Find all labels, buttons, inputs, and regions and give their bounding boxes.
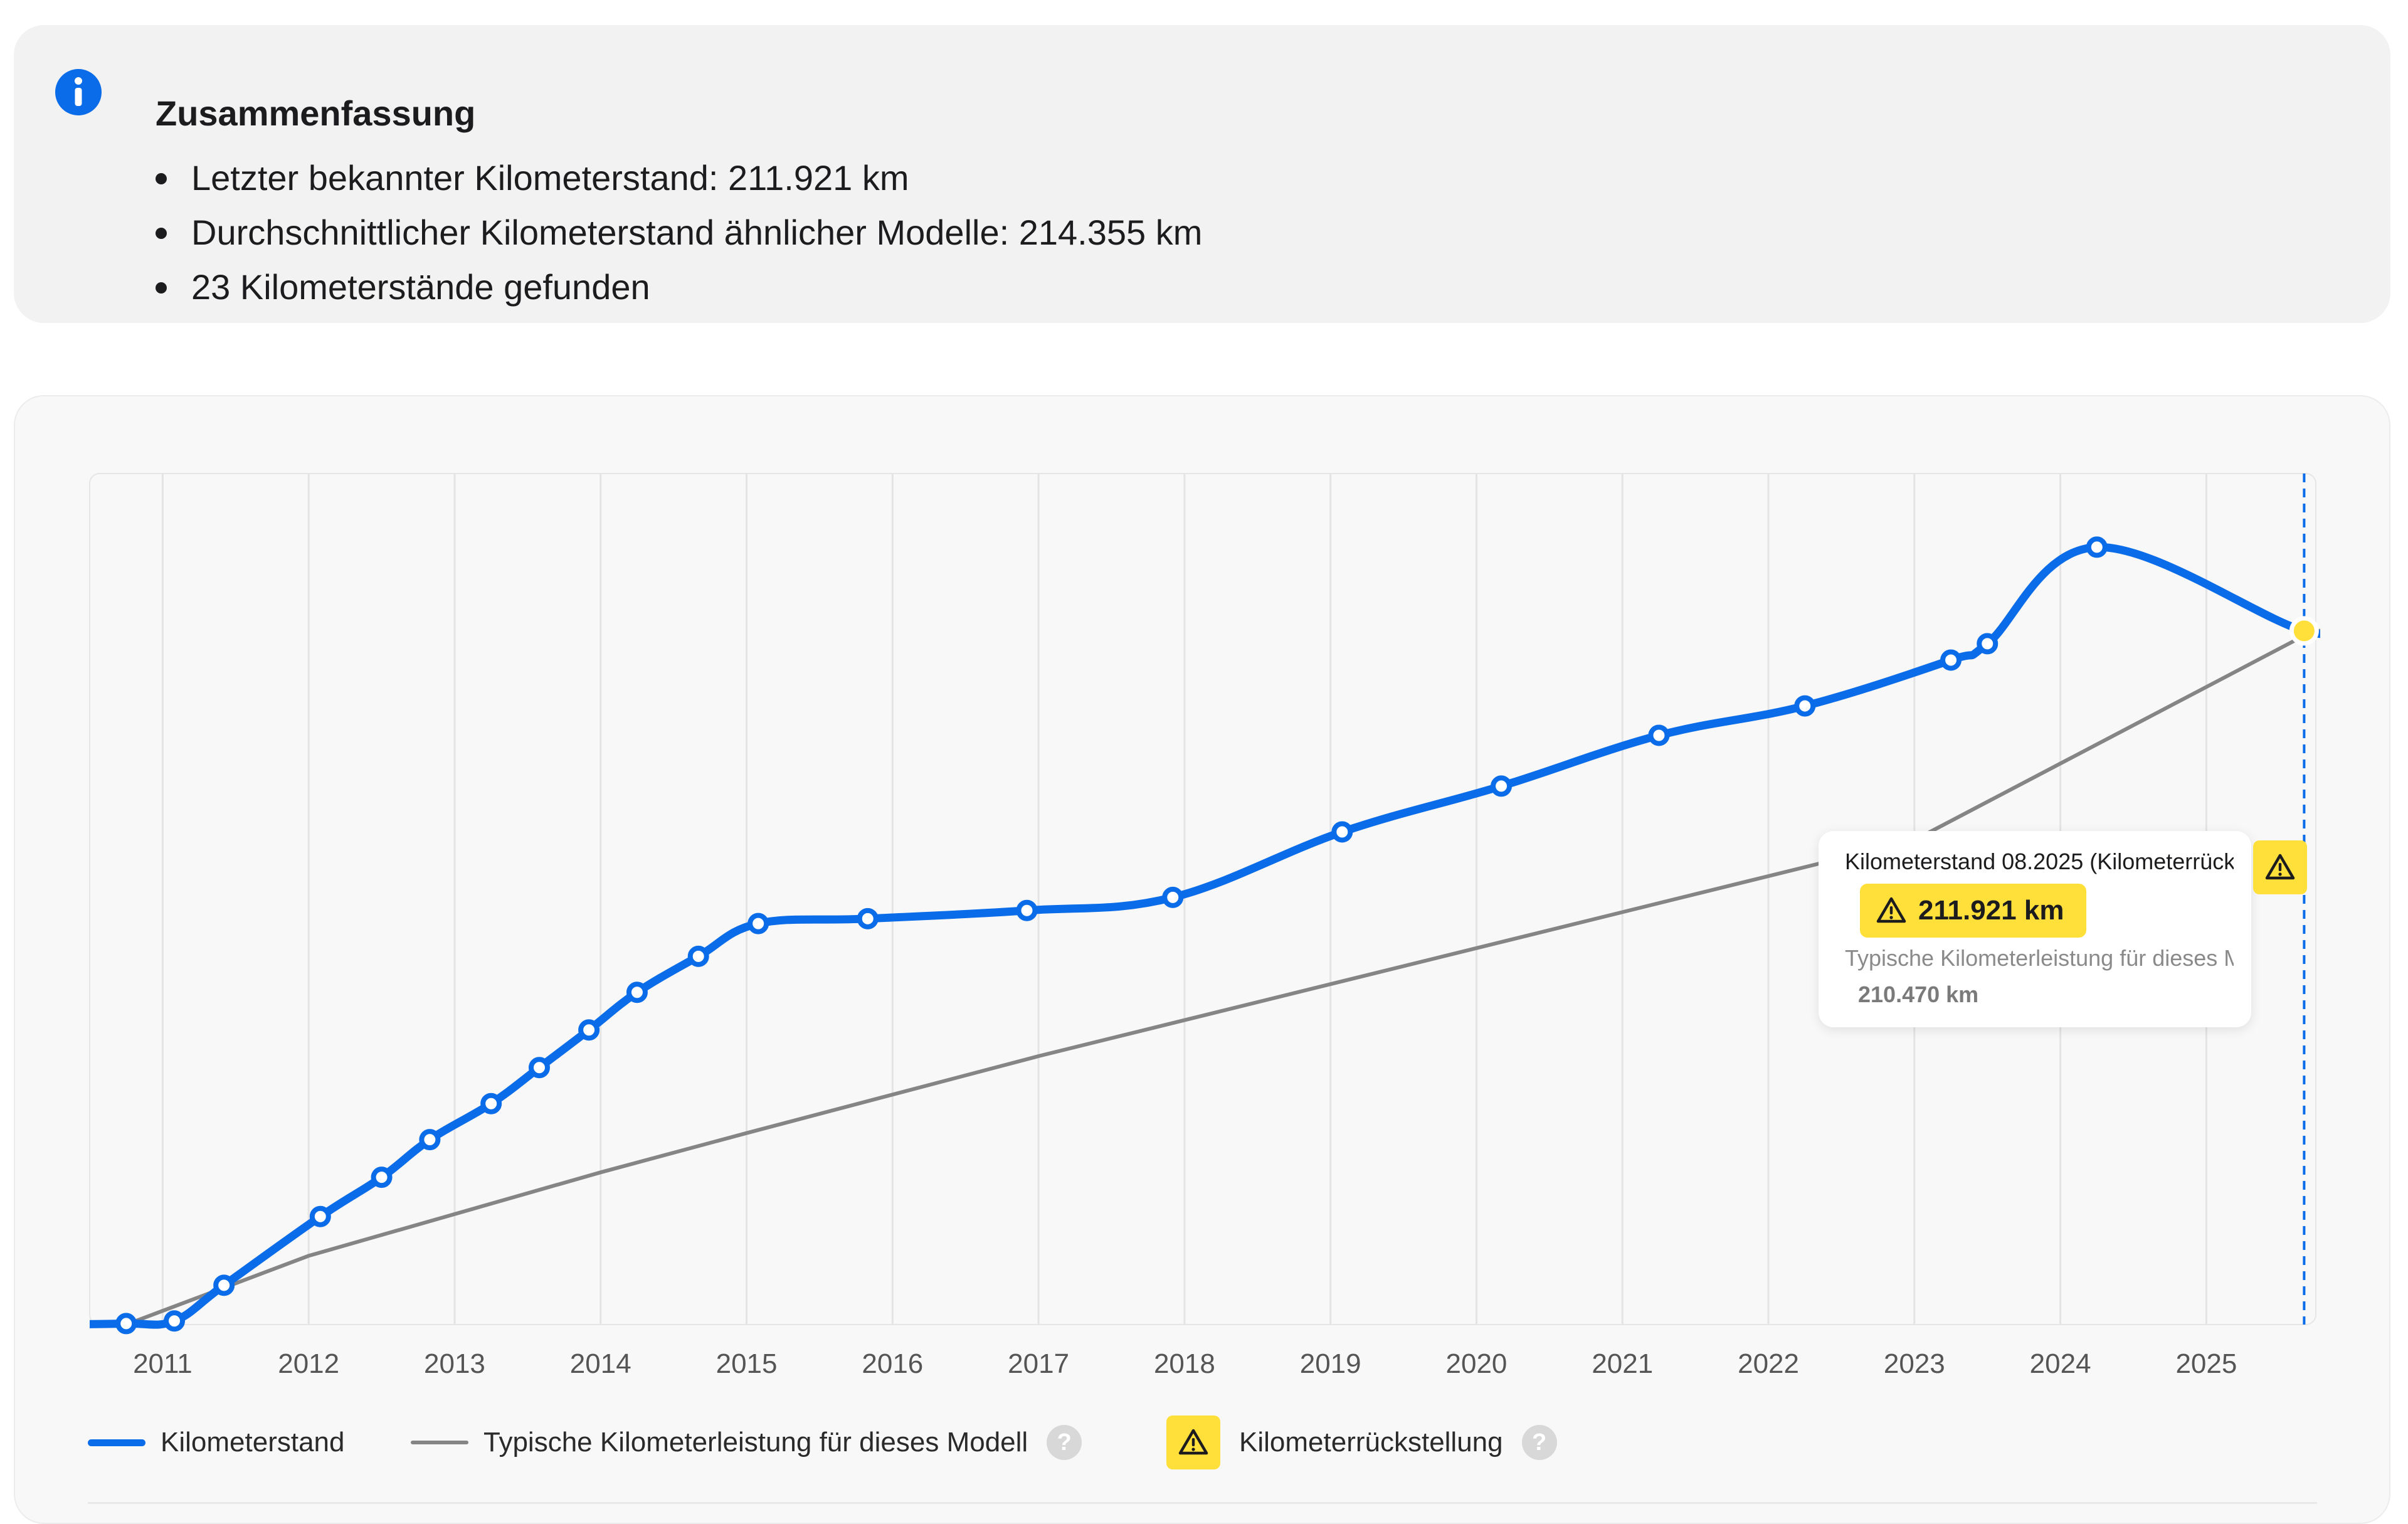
x-tick-label-2018: 2018 — [1154, 1348, 1215, 1379]
data-point — [687, 945, 709, 967]
data-point — [1648, 724, 1670, 746]
data-point — [1491, 775, 1513, 797]
legend-label-rollback: Kilometerrückstellung — [1239, 1427, 1503, 1458]
x-tick-label-2015: 2015 — [716, 1348, 778, 1379]
rollback-flag[interactable] — [2253, 840, 2307, 894]
data-point — [1794, 695, 1816, 717]
info-icon — [55, 69, 102, 115]
data-point — [1016, 899, 1038, 921]
x-tick-label-2024: 2024 — [2030, 1348, 2091, 1379]
x-tick-label-2013: 2013 — [424, 1348, 485, 1379]
data-point — [626, 982, 648, 1003]
chart-tooltip: Kilometerstand 08.2025 (Kilometerrückste… — [1819, 831, 2251, 1027]
help-icon[interactable]: ? — [1047, 1425, 1082, 1460]
x-tick-label-2014: 2014 — [570, 1348, 631, 1379]
data-point — [747, 913, 769, 934]
data-point — [1162, 886, 1184, 908]
tooltip-typical-value: 210.470 km — [1858, 982, 1979, 1007]
summary-item-record-count: 23 Kilometerstände gefunden — [156, 260, 1202, 314]
legend-label-mileage: Kilometerstand — [161, 1427, 345, 1458]
legend-swatch-typical — [411, 1441, 468, 1444]
legend-item-rollback[interactable]: Kilometerrückstellung ? — [1166, 1408, 1557, 1477]
data-point — [2086, 536, 2108, 558]
x-tick-label-2022: 2022 — [1738, 1348, 1799, 1379]
tooltip-title: Kilometerstand 08.2025 (Kilometerrückste… — [1845, 849, 2234, 874]
data-point — [213, 1274, 235, 1296]
warning-icon — [1178, 1429, 1208, 1455]
series-line-mileage — [90, 542, 2320, 1329]
data-point — [1331, 821, 1353, 843]
data-point — [115, 1313, 137, 1335]
x-tick-label-2012: 2012 — [278, 1348, 339, 1379]
data-point-rollback — [2289, 616, 2319, 646]
summary-item-last-mileage: Letzter bekannter Kilometerstand: 211.92… — [156, 151, 1202, 205]
x-tick-label-2017: 2017 — [1008, 1348, 1069, 1379]
series-line-typical — [124, 628, 2320, 1326]
data-point — [480, 1093, 502, 1114]
tooltip-typical-label: Typische Kilometerleistung für dieses Mo… — [1845, 945, 2234, 971]
help-icon[interactable]: ? — [1521, 1425, 1557, 1460]
data-point — [857, 908, 879, 929]
data-point — [164, 1310, 186, 1332]
data-point — [309, 1205, 331, 1227]
data-point — [528, 1057, 550, 1079]
summary-box: Zusammenfassung Letzter bekannter Kilome… — [14, 25, 2390, 323]
data-point — [1940, 649, 1962, 671]
legend-item-typical[interactable]: Typische Kilometerleistung für dieses Mo… — [411, 1408, 1082, 1477]
x-tick-label-2021: 2021 — [1592, 1348, 1653, 1379]
warning-icon — [1876, 897, 1906, 923]
x-tick-label-2016: 2016 — [862, 1348, 923, 1379]
x-tick-label-2020: 2020 — [1446, 1348, 1508, 1379]
plot-area — [89, 473, 2316, 1325]
legend-swatch-rollback — [1166, 1416, 1220, 1469]
legend-label-typical: Typische Kilometerleistung für dieses Mo… — [483, 1427, 1028, 1458]
legend-swatch-mileage — [88, 1439, 145, 1446]
data-point — [371, 1167, 393, 1188]
data-point — [578, 1019, 600, 1041]
data-point — [419, 1129, 441, 1151]
summary-title: Zusammenfassung — [156, 93, 476, 133]
x-tick-label-2025: 2025 — [2175, 1348, 2237, 1379]
tooltip-mileage-value: 211.921 km — [1918, 895, 2064, 926]
summary-item-average-mileage: Durchschnittlicher Kilometerstand ähnlic… — [156, 205, 1202, 260]
warning-icon — [2265, 854, 2295, 880]
x-tick-label-2023: 2023 — [1884, 1348, 1945, 1379]
bottom-divider — [88, 1502, 2317, 1504]
x-tick-label-2011: 2011 — [133, 1348, 193, 1379]
chart-legend: Kilometerstand Typische Kilometerleistun… — [0, 1408, 2408, 1477]
legend-item-mileage[interactable]: Kilometerstand — [88, 1408, 344, 1477]
x-tick-label-2019: 2019 — [1300, 1348, 1361, 1379]
data-point — [1977, 633, 1999, 655]
tooltip-mileage-badge: 211.921 km — [1860, 884, 2087, 938]
summary-list: Letzter bekannter Kilometerstand: 211.92… — [156, 151, 1202, 314]
